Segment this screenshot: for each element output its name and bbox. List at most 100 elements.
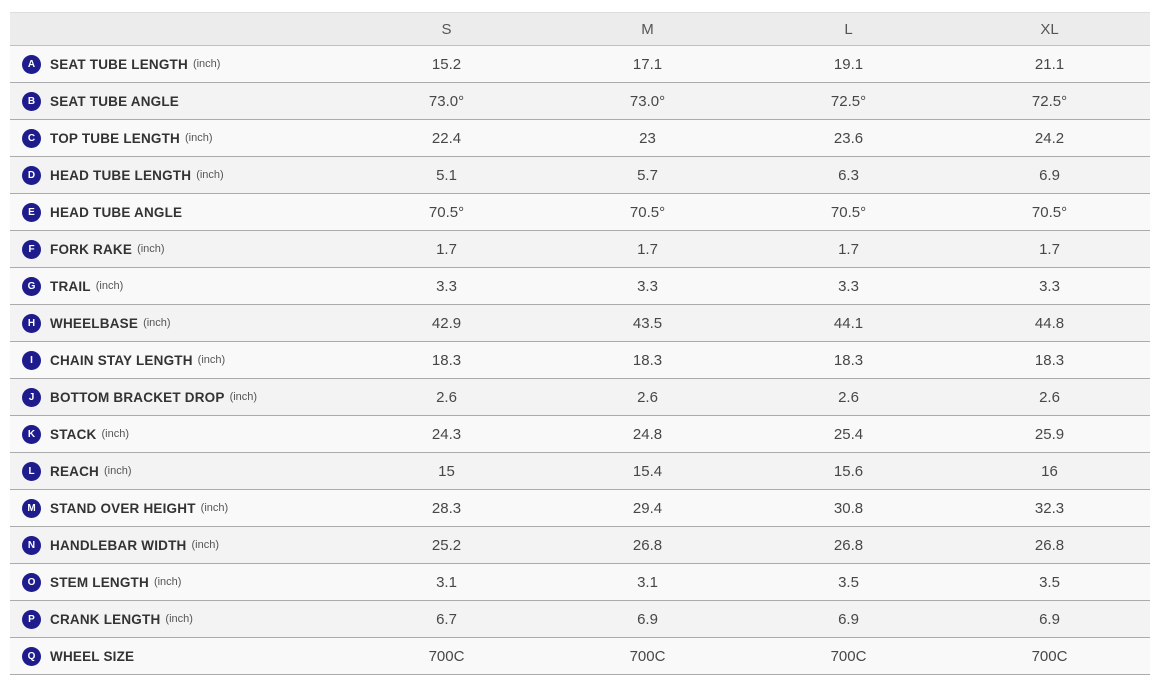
table-row: F FORK RAKE (inch) 1.7 1.7 1.7 1.7 bbox=[10, 231, 1150, 268]
spec-value-cell: 6.9 bbox=[1039, 610, 1060, 628]
spec-label: TOP TUBE LENGTH bbox=[50, 130, 181, 146]
spec-value-cell: 18.3 bbox=[1034, 351, 1065, 369]
spec-value-cell: 24.3 bbox=[431, 425, 462, 443]
spec-value-cell: 6.3 bbox=[838, 166, 859, 184]
spec-value-cell: 15 bbox=[438, 462, 455, 480]
spec-unit-label: (inch) bbox=[104, 465, 132, 477]
table-row: A SEAT TUBE LENGTH (inch) 15.2 17.1 19.1 21… bbox=[10, 46, 1150, 83]
spec-value-cell: 18.3 bbox=[833, 351, 864, 369]
row-letter-badge: H bbox=[22, 313, 41, 333]
spec-label-cell: A SEAT TUBE LENGTH (inch) bbox=[10, 54, 346, 74]
spec-value-cell: 70.5° bbox=[629, 203, 666, 221]
spec-label: BOTTOM BRACKET DROP bbox=[50, 389, 225, 405]
spec-value-cell: 30.8 bbox=[833, 499, 864, 517]
spec-value-cell: 72.5° bbox=[830, 92, 867, 110]
spec-value-cell: 25.2 bbox=[431, 536, 462, 554]
spec-label: CHAIN STAY LENGTH bbox=[50, 352, 193, 368]
table-row: N HANDLEBAR WIDTH (inch) 25.2 26.8 26.8 26.… bbox=[10, 527, 1150, 564]
size-header-row: S M L XL bbox=[10, 12, 1150, 46]
table-row: E HEAD TUBE ANGLE 70.5° 70.5° 70.5° 70.5° bbox=[10, 194, 1150, 231]
size-column-header: M bbox=[641, 20, 654, 38]
spec-unit-label: (inch) bbox=[196, 169, 224, 181]
row-letter-badge: O bbox=[22, 572, 41, 592]
spec-value-cell: 3.3 bbox=[637, 277, 658, 295]
row-letter-badge: A bbox=[22, 54, 41, 74]
spec-unit-label: (inch) bbox=[153, 576, 182, 588]
row-letter-badge: M bbox=[22, 498, 41, 518]
spec-unit-label: (inch) bbox=[197, 354, 226, 366]
spec-value-cell: 42.9 bbox=[431, 314, 462, 332]
spec-value-cell: 700C bbox=[629, 647, 666, 665]
spec-value-cell: 3.3 bbox=[838, 277, 859, 295]
spec-value-cell: 1.7 bbox=[1039, 240, 1060, 258]
table-row: M STAND OVER HEIGHT (inch) 28.3 29.4 30.8 3… bbox=[10, 490, 1150, 527]
row-letter-badge: E bbox=[22, 202, 41, 222]
spec-label-cell: E HEAD TUBE ANGLE bbox=[10, 202, 346, 222]
spec-label-cell: J BOTTOM BRACKET DROP (inch) bbox=[10, 387, 346, 407]
spec-value-cell: 72.5° bbox=[1031, 92, 1068, 110]
spec-label: WHEEL SIZE bbox=[50, 648, 135, 664]
spec-value-cell: 29.4 bbox=[632, 499, 663, 517]
spec-value-cell: 5.7 bbox=[637, 166, 658, 184]
spec-value-cell: 5.1 bbox=[436, 166, 457, 184]
spec-value-cell: 43.5 bbox=[632, 314, 663, 332]
spec-label-cell: L REACH (inch) bbox=[10, 461, 346, 481]
spec-value-cell: 2.6 bbox=[637, 388, 658, 406]
spec-value-cell: 44.8 bbox=[1034, 314, 1065, 332]
spec-value-cell: 70.5° bbox=[1031, 203, 1068, 221]
spec-value-cell: 18.3 bbox=[632, 351, 663, 369]
spec-unit-label: (inch) bbox=[101, 428, 130, 440]
spec-value-cell: 3.5 bbox=[1039, 573, 1060, 591]
table-row: P CRANK LENGTH (inch) 6.7 6.9 6.9 6.9 bbox=[10, 601, 1150, 638]
spec-value-cell: 6.9 bbox=[637, 610, 658, 628]
spec-label: HEAD TUBE LENGTH bbox=[50, 167, 192, 183]
spec-value-cell: 700C bbox=[1031, 647, 1068, 665]
table-row: D HEAD TUBE LENGTH (inch) 5.1 5.7 6.3 6.9 bbox=[10, 157, 1150, 194]
spec-value-cell: 17.1 bbox=[632, 55, 663, 73]
spec-label-cell: D HEAD TUBE LENGTH (inch) bbox=[10, 165, 346, 185]
spec-value-cell: 26.8 bbox=[1034, 536, 1065, 554]
spec-unit-label: (inch) bbox=[192, 58, 221, 70]
spec-value-cell: 1.7 bbox=[838, 240, 859, 258]
spec-value-cell: 28.3 bbox=[431, 499, 462, 517]
size-column-header: L bbox=[844, 20, 853, 38]
spec-value-cell: 3.3 bbox=[436, 277, 457, 295]
size-column-header: XL bbox=[1040, 20, 1059, 38]
spec-value-cell: 6.7 bbox=[436, 610, 457, 628]
table-row: J BOTTOM BRACKET DROP (inch) 2.6 2.6 2.6 2.… bbox=[10, 379, 1150, 416]
table-row: K STACK (inch) 24.3 24.8 25.4 25.9 bbox=[10, 416, 1150, 453]
table-row: O STEM LENGTH (inch) 3.1 3.1 3.5 3.5 bbox=[10, 564, 1150, 601]
spec-value-cell: 73.0° bbox=[629, 92, 666, 110]
table-row: H WHEELBASE (inch) 42.9 43.5 44.1 44.8 bbox=[10, 305, 1150, 342]
row-letter-badge: G bbox=[22, 276, 41, 296]
spec-value-cell: 700C bbox=[830, 647, 867, 665]
row-letter-badge: I bbox=[22, 350, 41, 370]
spec-unit-label: (inch) bbox=[165, 613, 193, 625]
spec-value-cell: 15.4 bbox=[632, 462, 663, 480]
spec-value-cell: 70.5° bbox=[830, 203, 867, 221]
row-letter-badge: F bbox=[22, 239, 41, 259]
spec-label: CRANK LENGTH bbox=[50, 611, 161, 627]
spec-label-cell: G TRAIL (inch) bbox=[10, 276, 346, 296]
spec-label-cell: F FORK RAKE (inch) bbox=[10, 239, 346, 259]
spec-value-cell: 25.9 bbox=[1034, 425, 1065, 443]
spec-unit-label: (inch) bbox=[229, 391, 258, 403]
spec-value-cell: 15.2 bbox=[431, 55, 462, 73]
spec-value-cell: 1.7 bbox=[436, 240, 457, 258]
table-row: G TRAIL (inch) 3.3 3.3 3.3 3.3 bbox=[10, 268, 1150, 305]
spec-value-cell: 2.6 bbox=[838, 388, 859, 406]
spec-value-cell: 700C bbox=[428, 647, 465, 665]
spec-unit-label: (inch) bbox=[143, 317, 171, 329]
spec-unit-label: (inch) bbox=[137, 243, 165, 255]
spec-label: REACH bbox=[50, 463, 100, 479]
table-row: Q WHEEL SIZE 700C 700C 700C 700C bbox=[10, 638, 1150, 675]
spec-value-cell: 24.2 bbox=[1034, 129, 1065, 147]
row-letter-badge: C bbox=[22, 128, 41, 148]
row-letter-badge: J bbox=[22, 387, 41, 407]
spec-value-cell: 6.9 bbox=[838, 610, 859, 628]
size-column-header: S bbox=[441, 20, 452, 38]
spec-label: HEAD TUBE ANGLE bbox=[50, 204, 183, 220]
spec-value-cell: 3.3 bbox=[1039, 277, 1060, 295]
geometry-table: S M L XL A SEAT TUBE LENGTH (inch) 15.2 17.1… bbox=[10, 12, 1150, 675]
spec-label: WHEELBASE bbox=[50, 315, 139, 331]
